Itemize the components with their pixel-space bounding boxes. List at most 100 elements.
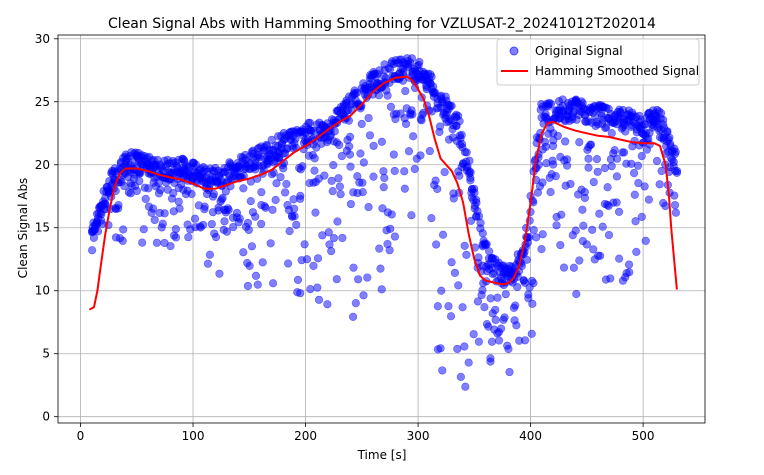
data-point — [338, 233, 347, 243]
data-point — [224, 205, 233, 215]
data-point — [494, 336, 504, 345]
data-point — [520, 336, 530, 345]
data-point — [335, 182, 344, 191]
data-point — [323, 300, 332, 309]
data-point — [474, 253, 483, 262]
data-point — [209, 189, 219, 199]
data-point — [211, 233, 221, 242]
data-point — [268, 205, 277, 214]
data-point — [582, 240, 591, 249]
data-point — [549, 160, 558, 169]
data-point — [410, 164, 419, 174]
data-point — [377, 137, 386, 146]
axes: 0 100 200 300 400 500 0 5 10 15 20 25 30 — [35, 32, 706, 443]
data-point — [491, 305, 500, 314]
data-point — [482, 239, 491, 249]
data-point — [114, 204, 123, 213]
data-point — [349, 263, 358, 272]
data-point — [356, 149, 365, 158]
data-point — [447, 101, 456, 111]
y-tick-label: 15 — [35, 221, 50, 235]
data-point — [327, 247, 336, 256]
data-point — [615, 254, 624, 263]
data-point — [266, 239, 275, 248]
data-point — [612, 154, 622, 163]
data-point — [512, 321, 521, 330]
data-point — [440, 168, 449, 177]
data-point — [407, 211, 416, 220]
x-tick-label: 0 — [77, 429, 85, 443]
data-point — [386, 224, 395, 233]
data-point — [203, 259, 213, 268]
data-point — [184, 233, 193, 242]
data-point — [416, 151, 425, 160]
data-point — [462, 148, 471, 157]
plot-frame — [57, 34, 706, 424]
data-point — [571, 226, 580, 235]
data-point — [148, 204, 158, 213]
data-point — [358, 178, 367, 187]
data-point — [435, 122, 445, 131]
data-point — [537, 245, 546, 254]
data-point — [624, 260, 634, 269]
y-tick-label: 20 — [35, 158, 50, 172]
data-point — [89, 233, 98, 242]
data-point — [285, 227, 294, 236]
data-point — [460, 342, 469, 351]
data-point — [437, 286, 446, 295]
data-point — [527, 329, 536, 338]
data-point — [328, 187, 337, 196]
data-point — [641, 236, 650, 245]
data-point — [511, 301, 520, 310]
data-point — [438, 230, 448, 239]
data-point — [433, 184, 442, 194]
data-point — [446, 312, 456, 321]
data-point — [598, 222, 607, 231]
data-point — [139, 225, 148, 234]
data-point — [559, 263, 569, 272]
data-point — [171, 224, 180, 234]
data-point — [284, 259, 293, 268]
data-point — [377, 285, 386, 294]
smoothed-line — [89, 75, 678, 311]
y-axis-label: Clean Signal Abs — [16, 178, 30, 279]
data-point — [313, 254, 323, 263]
data-point — [584, 163, 593, 172]
data-point — [282, 179, 291, 189]
data-point — [334, 174, 343, 183]
data-point — [493, 293, 502, 302]
data-point — [311, 208, 320, 217]
data-point — [359, 158, 368, 167]
data-point — [306, 285, 315, 294]
data-point — [404, 147, 414, 156]
data-point — [612, 198, 621, 207]
data-point — [465, 156, 474, 165]
data-point — [409, 132, 418, 141]
data-point — [132, 186, 141, 196]
data-point — [335, 140, 344, 150]
data-point — [670, 191, 679, 200]
legend-marker-original — [509, 46, 519, 56]
data-point — [327, 176, 336, 185]
data-point — [464, 358, 473, 367]
data-point — [603, 183, 612, 192]
chart-title: Clean Signal Abs with Hamming Smoothing … — [108, 16, 656, 32]
data-point — [472, 198, 481, 207]
data-point — [671, 208, 680, 217]
data-point — [589, 245, 598, 254]
data-point — [272, 179, 281, 188]
data-point — [138, 238, 147, 247]
data-point — [345, 132, 355, 141]
data-point — [244, 225, 253, 235]
data-point — [205, 250, 215, 259]
data-point — [389, 150, 398, 159]
data-point — [302, 255, 312, 264]
data-point — [305, 118, 314, 127]
data-point — [528, 299, 537, 308]
scatter-series — [87, 54, 682, 391]
x-axis-label: Time [s] — [357, 448, 407, 462]
data-point — [538, 230, 547, 239]
data-point — [345, 142, 354, 151]
data-point — [538, 178, 547, 187]
data-point — [519, 276, 528, 285]
